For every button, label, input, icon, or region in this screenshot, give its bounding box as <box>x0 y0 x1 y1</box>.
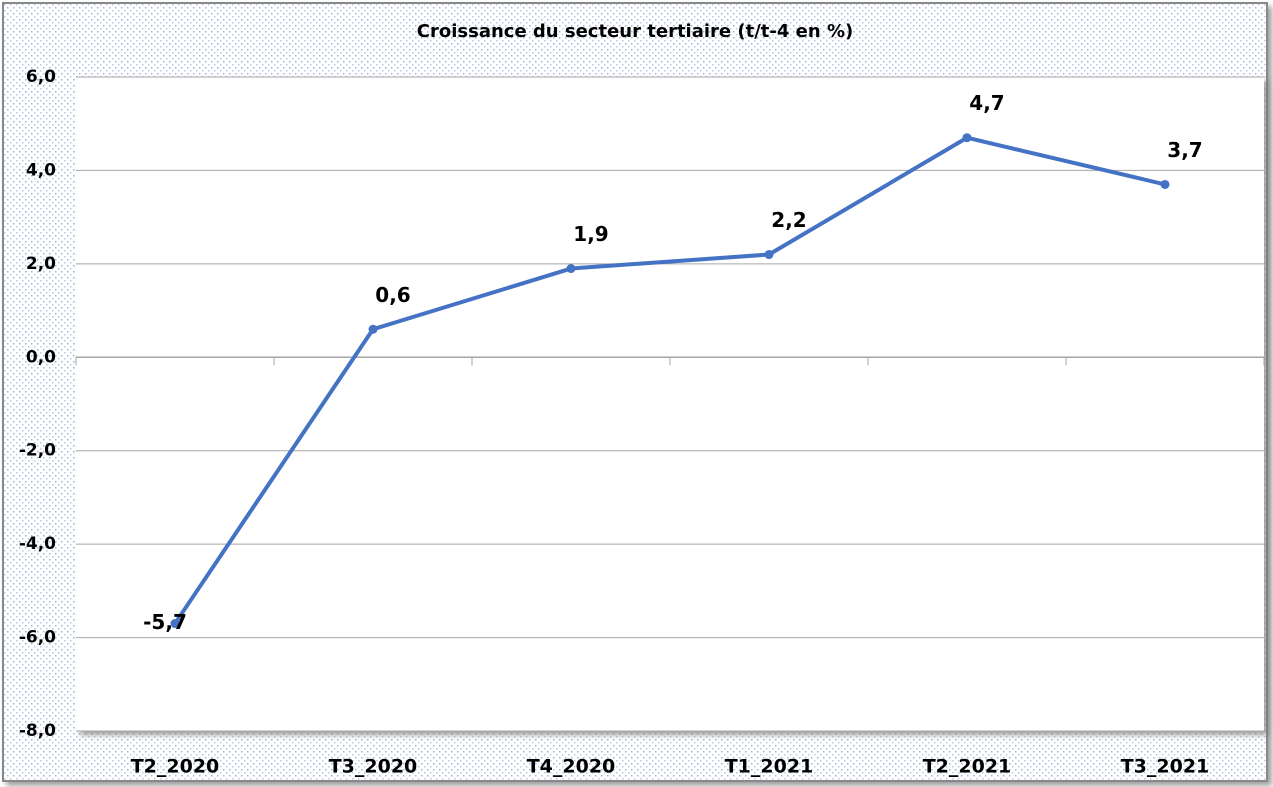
point <box>1160 179 1170 189</box>
x-tick-label: T1_2021 <box>725 756 814 778</box>
point <box>170 619 180 629</box>
data-label: 4,7 <box>969 91 1004 115</box>
x-tick-label: T2_2020 <box>131 756 220 778</box>
y-tick-label: 0,0 <box>26 347 56 367</box>
x-tick-label: T4_2020 <box>527 756 616 778</box>
y-tick-label: -8,0 <box>19 721 56 741</box>
data-label: 0,6 <box>375 283 410 307</box>
chart-title: Croissance du secteur tertiaire (t/t-4 e… <box>417 21 853 42</box>
x-tick-label: T2_2021 <box>923 756 1012 778</box>
data-label: 2,2 <box>771 208 806 232</box>
point <box>566 264 576 274</box>
y-tick-label: 6,0 <box>26 67 56 87</box>
point <box>368 324 378 334</box>
y-tick-label: -6,0 <box>19 628 56 648</box>
y-tick-label: 4,0 <box>26 160 56 180</box>
plot-area <box>76 77 1264 731</box>
data-label: 1,9 <box>573 222 608 246</box>
x-tick-label: T3_2021 <box>1121 756 1210 778</box>
point <box>764 250 774 260</box>
y-tick-label: -2,0 <box>19 441 56 461</box>
data-label: 3,7 <box>1167 138 1202 162</box>
x-tick-label: T3_2020 <box>329 756 418 778</box>
y-tick-label: -4,0 <box>19 534 56 554</box>
y-tick-label: 2,0 <box>26 254 56 274</box>
data-label: -5,7 <box>143 610 187 634</box>
line <box>173 135 1166 625</box>
point <box>962 133 972 143</box>
